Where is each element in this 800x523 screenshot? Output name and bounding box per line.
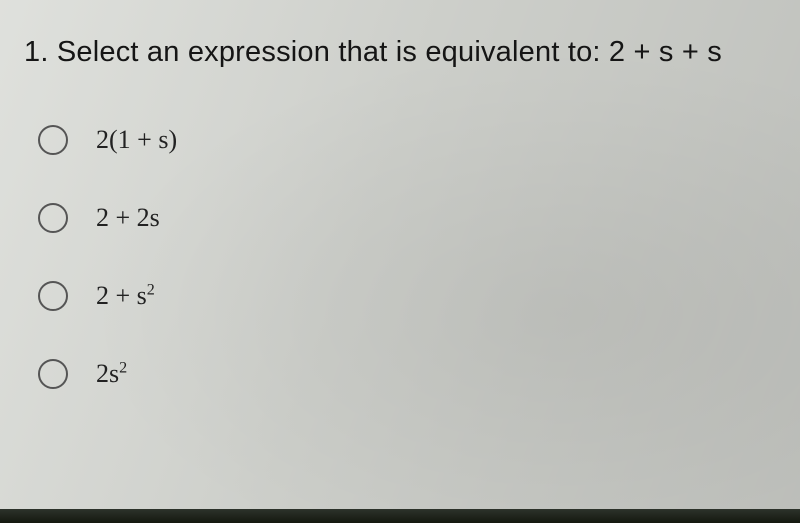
- option-2[interactable]: 2 + 2s: [38, 203, 776, 233]
- question-body: Select an expression that is equivalent …: [57, 36, 722, 68]
- radio-icon[interactable]: [38, 281, 68, 311]
- option-4[interactable]: 2s2: [38, 359, 776, 389]
- option-3[interactable]: 2 + s2: [38, 281, 776, 311]
- radio-icon[interactable]: [38, 125, 68, 155]
- option-exponent: 2: [147, 281, 155, 298]
- radio-icon[interactable]: [38, 203, 68, 233]
- option-label: 2s2: [96, 359, 127, 389]
- question-number: 1.: [24, 36, 49, 68]
- question-text: 1. Select an expression that is equivale…: [24, 36, 776, 69]
- device-bezel: [0, 509, 800, 523]
- option-1[interactable]: 2(1 + s): [38, 125, 776, 155]
- option-base: 2 + s: [96, 281, 147, 310]
- option-base: 2s: [96, 359, 119, 388]
- option-label: 2 + 2s: [96, 203, 160, 233]
- options-group: 2(1 + s) 2 + 2s 2 + s2 2s2: [38, 125, 776, 389]
- option-label: 2(1 + s): [96, 125, 177, 155]
- option-exponent: 2: [119, 359, 127, 376]
- radio-icon[interactable]: [38, 359, 68, 389]
- quiz-page: 1. Select an expression that is equivale…: [0, 0, 800, 523]
- option-label: 2 + s2: [96, 281, 155, 311]
